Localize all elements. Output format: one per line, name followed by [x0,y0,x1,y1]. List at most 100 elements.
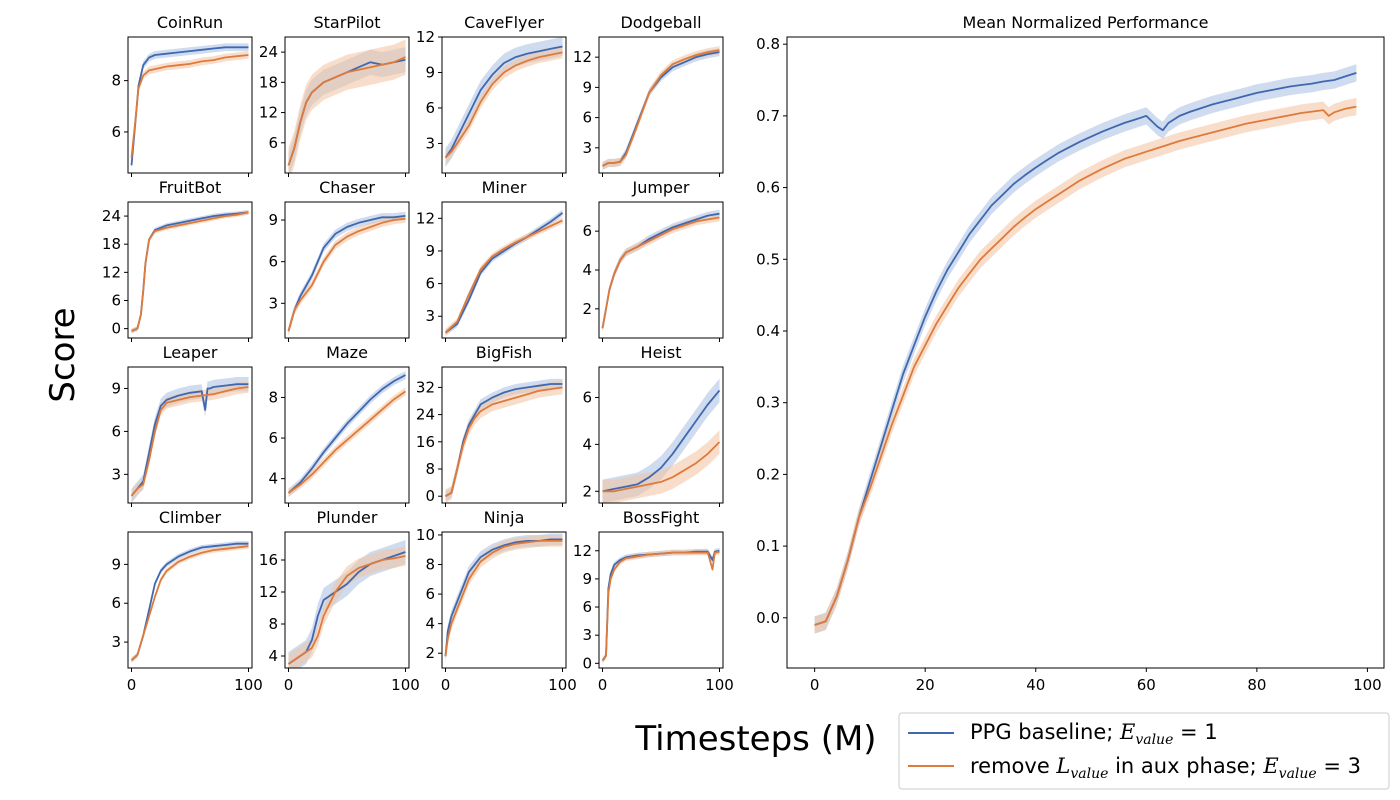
subplot-caveflyer: CaveFlyer 3 6 9 12 [416,13,567,177]
series-line-ppg-baseline [130,542,249,661]
y-tick-label: 24 [102,207,121,225]
series-line-remove-lvalue [130,545,249,661]
y-tick-label: 0.6 [756,179,780,197]
series-line-remove-lvalue [445,386,563,497]
series-line-remove-lvalue [287,555,406,665]
y-tick-label: 12 [259,104,278,122]
y-tick-label: 18 [102,235,121,253]
series-line-ppg-baseline [444,212,564,334]
x-tick-label: 80 [1247,676,1266,694]
series-line-remove-lvalue [444,51,563,159]
series-band-remove-lvalue [131,210,249,334]
y-tick-label: 3 [268,294,278,312]
subplot-title: Heist [641,343,682,362]
series-line-remove-lvalue [287,56,406,166]
y-tick-label: 4 [268,470,278,488]
y-tick-label: 6 [111,291,121,309]
y-tick-label: 3 [111,633,121,651]
subplot-title: Climber [159,508,222,527]
series-band-ppg-baseline [131,541,249,663]
y-tick-label: 6 [268,429,278,447]
x-tick-label: 0 [810,676,820,694]
subplot-title: Plunder [317,508,378,527]
axes-frame [441,36,567,174]
series-line-remove-lvalue [287,390,407,494]
subplot-title: Ninja [484,508,525,527]
series-band-remove-lvalue [131,381,249,502]
y-tick-label: 8 [268,615,278,633]
series-line-ppg-baseline [131,211,249,332]
axes-frame [441,201,567,339]
series-band-remove-lvalue [288,39,406,173]
series-band-remove-lvalue [131,543,249,663]
x-tick-label: 100 [548,676,577,694]
subplot-dodgeball: Dodgeball 3 6 9 12 [573,13,724,177]
y-tick-label: 16 [416,433,435,451]
y-tick-label: 12 [573,542,592,560]
y-tick-label: 2 [582,300,592,318]
y-tick-label: 6 [582,598,592,616]
subplot-starpilot: StarPilot 6 12 18 24 [259,13,410,177]
subplot-maze: Maze 4 6 8 [268,343,410,507]
series-band-remove-lvalue [288,214,406,336]
y-tick-label: 0.2 [756,465,780,483]
axes-frame [441,531,567,669]
series-band-ppg-baseline [131,210,249,334]
y-tick-label: 6 [582,109,592,127]
series-line-remove-lvalue [602,441,721,493]
axes-frame [284,366,410,504]
series-band-remove-lvalue [445,380,563,503]
y-tick-label: 0.8 [756,35,780,53]
subplot-title: BigFish [476,343,533,362]
subplot-plunder: Plunder 4 8 12 16 0 100 [259,508,420,694]
x-tick-label: 0 [441,676,451,694]
legend-frame [898,712,1390,790]
legend-label-remove-lvalue: remove Lvalue in aux phase; Evalue = 3 [970,754,1361,782]
y-tick-label: 12 [416,28,435,46]
series-band-ppg-baseline [814,64,1357,634]
y-tick-label: 0.5 [756,250,780,268]
y-tick-label: 6 [111,594,121,612]
series-band-ppg-baseline [602,209,720,333]
axes-frame [127,531,253,669]
y-tick-label: 0.4 [756,322,780,340]
y-tick-label: 6 [111,422,121,440]
y-tick-label: 9 [582,570,592,588]
y-tick-label: 8 [268,388,278,406]
x-tick-label: 40 [1026,676,1045,694]
y-tick-label: 6 [425,585,435,603]
axes-frame [598,36,724,174]
subplot-title: Leaper [163,343,218,362]
y-tick-label: 0 [425,487,435,505]
y-tick-label: 4 [425,615,435,633]
y-tick-label: 16 [259,551,278,569]
x-axis-label: Timesteps (M) [634,719,876,759]
subplot-title: Chaser [319,178,375,197]
x-tick-label: 100 [391,676,420,694]
y-tick-label: 8 [111,72,121,90]
axes-frame [786,36,1385,669]
series-line-ppg-baseline [601,549,720,662]
series-line-remove-lvalue [444,219,563,334]
series-line-ppg-baseline [287,374,406,494]
y-axis-label: Score [43,307,83,402]
y-tick-label: 0.0 [756,609,780,627]
series-line-ppg-baseline [814,72,1357,626]
series-band-remove-lvalue [288,546,406,668]
subplot-leaper: Leaper 3 6 9 [111,343,253,507]
y-tick-label: 8 [425,460,435,478]
y-tick-label: 0 [111,320,121,338]
series-line-ppg-baseline [602,389,721,493]
subplot-heist: Heist 2 4 6 [582,343,724,507]
y-tick-label: 6 [425,275,435,293]
series-band-remove-lvalue [445,46,563,164]
y-tick-label: 24 [416,406,435,424]
series-band-remove-lvalue [445,535,563,663]
axes-frame [127,201,253,339]
y-tick-label: 2 [582,482,592,500]
series-band-ppg-baseline [602,48,720,170]
series-line-ppg-baseline [287,215,406,332]
y-tick-label: 8 [425,556,435,574]
